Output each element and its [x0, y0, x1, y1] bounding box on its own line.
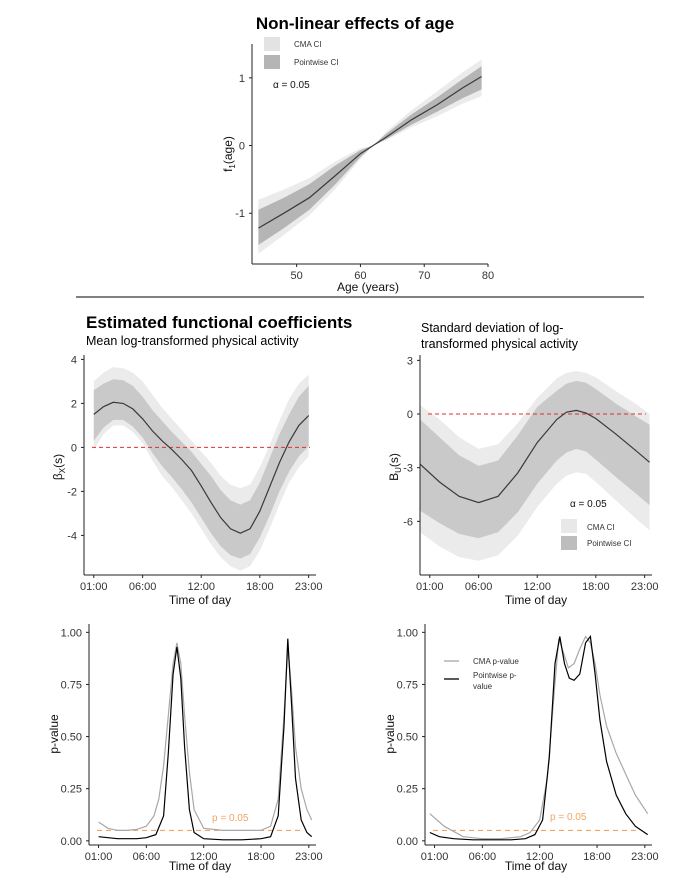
- sd-cma-ci-legend-swatch: [561, 519, 577, 533]
- age-x-label: Age (years): [337, 280, 399, 294]
- beta-ytick-label: 2: [71, 398, 77, 410]
- pointwise-ci-legend-swatch: [264, 55, 280, 69]
- sd-pointwise-ci-band: [420, 380, 650, 539]
- sd-xtick-label: 01:00: [416, 581, 444, 593]
- beta-ytick-label: -4: [67, 530, 77, 542]
- age-ytick-label: -1: [235, 208, 245, 220]
- age-ytick-label: 1: [239, 73, 245, 85]
- pval_sd-ytick-label: 0.50: [397, 732, 418, 744]
- pvalue-beta-y-label: p-value: [47, 714, 61, 754]
- alpha-label: α = 0.05: [273, 80, 310, 91]
- age-xtick-label: 70: [418, 270, 430, 282]
- age-xtick-label: 50: [291, 270, 303, 282]
- pval_sd-ytick-label: 1.00: [397, 627, 418, 639]
- pval_beta-cma-pvalue-line: [98, 642, 313, 831]
- age-estimate-line: [258, 75, 482, 229]
- pvalue-beta-panel: 0.00 0.25 0.50 0.75 1.00 01:00 06:00 12:00 18:00…: [47, 624, 323, 873]
- pval_beta-xtick-label: 12:00: [190, 851, 218, 863]
- pointwise-ci-legend-label: Pointwise CI: [294, 58, 338, 67]
- sd-xtick-label: 23:00: [631, 581, 659, 593]
- pval_beta-ytick-label: 0.00: [61, 836, 82, 848]
- beta-y-label: βX(s): [51, 454, 67, 480]
- pval_sd-xtick-label: 23:00: [631, 851, 659, 863]
- beta-xtick-label: 01:00: [80, 581, 108, 593]
- pval_sd-cma-pvalue-line: [429, 635, 649, 840]
- cma-ci-legend-swatch: [264, 37, 280, 51]
- sd-alpha-label: α = 0.05: [570, 499, 607, 510]
- age-pointwise-ci-band: [258, 66, 482, 245]
- pvalue-sd-x-label: Time of day: [505, 859, 567, 873]
- beta-xtick-label: 18:00: [246, 581, 274, 593]
- beta-subtitle: Mean log-transformed physical activity: [86, 334, 299, 348]
- beta-xtick-label: 06:00: [129, 581, 157, 593]
- pval_sd-ytick-label: 0.25: [397, 784, 418, 796]
- sd-xtick-label: 06:00: [465, 581, 493, 593]
- sd-xtick-label: 18:00: [582, 581, 610, 593]
- sd-subtitle-line1: Standard deviation of log-: [421, 321, 563, 335]
- pval_sd-ytick-label: 0.75: [397, 679, 418, 691]
- sd-subtitle-line2: transformed physical activity: [421, 337, 579, 351]
- age-y-label: f1(age): [221, 136, 237, 172]
- sd-panel: -6 -3 0 3 01:00 06:00 12:00 18:00 23:00 Time of …: [387, 355, 658, 607]
- pvalue-sd-panel: 0.00 0.25 0.50 0.75 1.00 01:00 06:00 12:00 18:00…: [383, 624, 659, 873]
- pval_beta-pointwise-pvalue-line: [98, 638, 313, 841]
- pval_beta-ytick-label: 0.25: [61, 784, 82, 796]
- sd-pointwise-ci-legend-label: Pointwise CI: [587, 539, 631, 548]
- beta-ytick-label: -2: [67, 486, 77, 498]
- cma-pvalue-legend-label: CMA p-value: [473, 657, 519, 666]
- sd-x-label: Time of day: [505, 593, 567, 607]
- pval_sd-xtick-label: 18:00: [583, 851, 611, 863]
- sd-ytick-label: -6: [403, 516, 413, 528]
- pointwise-pvalue-legend-label-2: value: [473, 682, 493, 691]
- section-title: Estimated functional coefficients: [86, 313, 352, 332]
- pval_sd-pointwise-pvalue-line: [429, 634, 649, 841]
- pvalue-sd-y-label: p-value: [383, 714, 397, 754]
- pval_beta-xtick-label: 01:00: [85, 851, 113, 863]
- sd-estimate-line: [419, 409, 650, 504]
- main-title: Non-linear effects of age: [256, 14, 454, 33]
- pval_sd-xtick-label: 12:00: [526, 851, 554, 863]
- pointwise-pvalue-legend-label: Pointwise p-: [473, 671, 517, 680]
- pval_sd-xtick-label: 01:00: [421, 851, 449, 863]
- pval_beta-ytick-label: 0.75: [61, 679, 82, 691]
- sd-y-label: BU(s): [387, 453, 403, 481]
- pval_beta-xtick-label: 23:00: [295, 851, 323, 863]
- pval_sd-xtick-label: 06:00: [469, 851, 497, 863]
- pval_beta-ytick-label: 1.00: [61, 627, 82, 639]
- beta-estimate-line: [93, 401, 310, 534]
- sd-xtick-label: 12:00: [523, 581, 551, 593]
- beta-ytick-label: 4: [71, 354, 77, 366]
- sd-ytick-label: -3: [403, 463, 413, 475]
- age-xtick-label: 60: [354, 270, 366, 282]
- beta-x-label: Time of day: [169, 593, 231, 607]
- beta-xtick-label: 12:00: [187, 581, 215, 593]
- sd-pointwise-ci-legend-swatch: [561, 536, 577, 550]
- beta-panel: -4 -2 0 2 4 01:00 06:00 12:00 18:00 23:00 Time of…: [51, 354, 322, 607]
- age-xtick-label: 80: [482, 270, 494, 282]
- sd-ytick-label: 0: [407, 409, 413, 421]
- beta-ytick-label: 0: [71, 442, 77, 454]
- pvalue-sd-alpha-label: p = 0.05: [550, 812, 587, 823]
- pval_sd-ytick-label: 0.00: [397, 836, 418, 848]
- sd-ytick-label: 3: [407, 355, 413, 367]
- pvalue-beta-x-label: Time of day: [169, 859, 231, 873]
- pvalue-beta-alpha-label: p = 0.05: [212, 813, 249, 824]
- pval_beta-ytick-label: 0.50: [61, 732, 82, 744]
- pval_beta-xtick-label: 18:00: [247, 851, 275, 863]
- age-ytick-label: 0: [239, 141, 245, 153]
- cma-ci-legend-label: CMA CI: [294, 40, 322, 49]
- sd-cma-ci-legend-label: CMA CI: [587, 523, 615, 532]
- pval_beta-xtick-label: 06:00: [133, 851, 161, 863]
- beta-xtick-label: 23:00: [295, 581, 323, 593]
